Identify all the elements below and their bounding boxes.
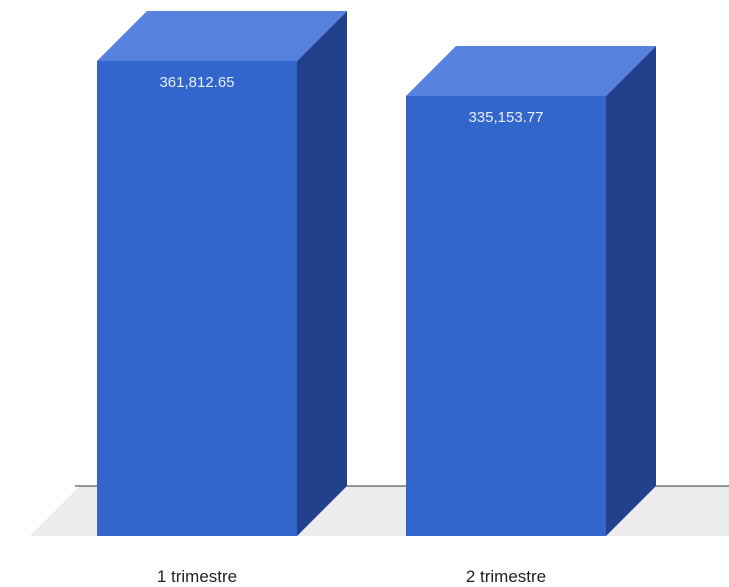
bar-1: [97, 11, 347, 536]
bar-top-face: [97, 11, 347, 61]
bar-front-face: [406, 95, 606, 536]
bar-top-face: [406, 45, 656, 96]
category-label: 2 trimestre: [466, 567, 546, 586]
bar-2: [406, 45, 656, 536]
bar-side-face: [297, 11, 347, 536]
data-label: 335,153.77: [468, 109, 543, 126]
data-label: 361,812.65: [159, 74, 234, 91]
labels-group: 361,812.65 1 trimestre 335,153.77 2 trimest…: [157, 74, 546, 586]
bar-side-face: [606, 45, 656, 536]
bars-group: [97, 11, 656, 536]
bar-front-face: [97, 61, 297, 536]
category-label: 1 trimestre: [157, 567, 237, 586]
